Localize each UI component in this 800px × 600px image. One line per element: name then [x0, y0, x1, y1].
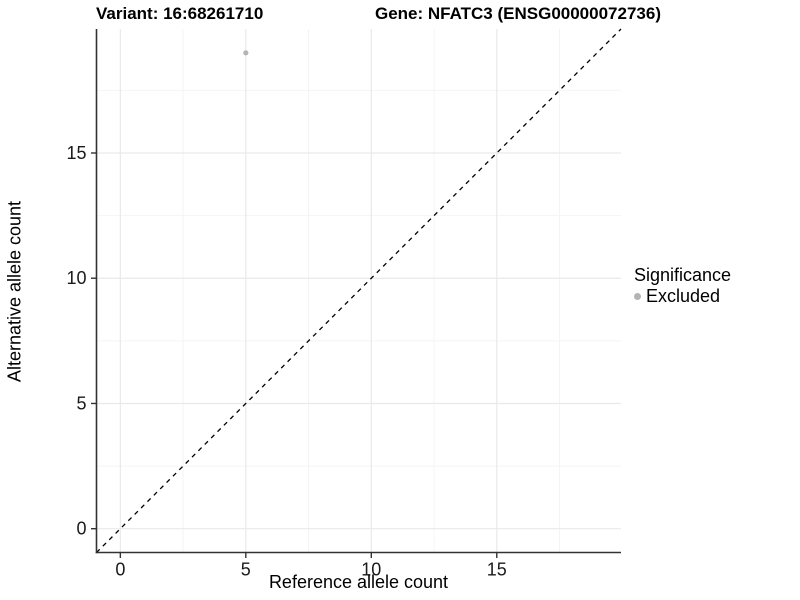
y-tick-label: 0	[76, 519, 86, 539]
data-point	[243, 50, 249, 56]
y-tick-label: 5	[76, 393, 86, 413]
identity-dashed-line	[96, 28, 622, 553]
x-tick-label: 10	[361, 560, 381, 580]
x-axis-title: Reference allele count	[268, 572, 449, 592]
y-axis-title: Alternative allele count	[4, 200, 25, 383]
legend-item-label: Excluded	[646, 286, 721, 306]
x-tick-label: 0	[115, 560, 125, 580]
legend-title: Significance	[634, 265, 732, 285]
legend: Significance Excluded	[634, 264, 731, 306]
excluded-point-icon	[634, 292, 641, 300]
y-tick-label: 10	[66, 268, 86, 288]
legend-item-excluded: Excluded	[634, 286, 731, 306]
plot-title-variant: Variant: 16:68261710	[96, 4, 264, 23]
x-tick-label: 15	[487, 560, 507, 580]
x-tick-label: 5	[241, 560, 251, 580]
y-tick-label: 15	[66, 143, 86, 163]
plot-title-gene: Gene: NFATC3 (ENSG00000072736)	[375, 4, 661, 23]
